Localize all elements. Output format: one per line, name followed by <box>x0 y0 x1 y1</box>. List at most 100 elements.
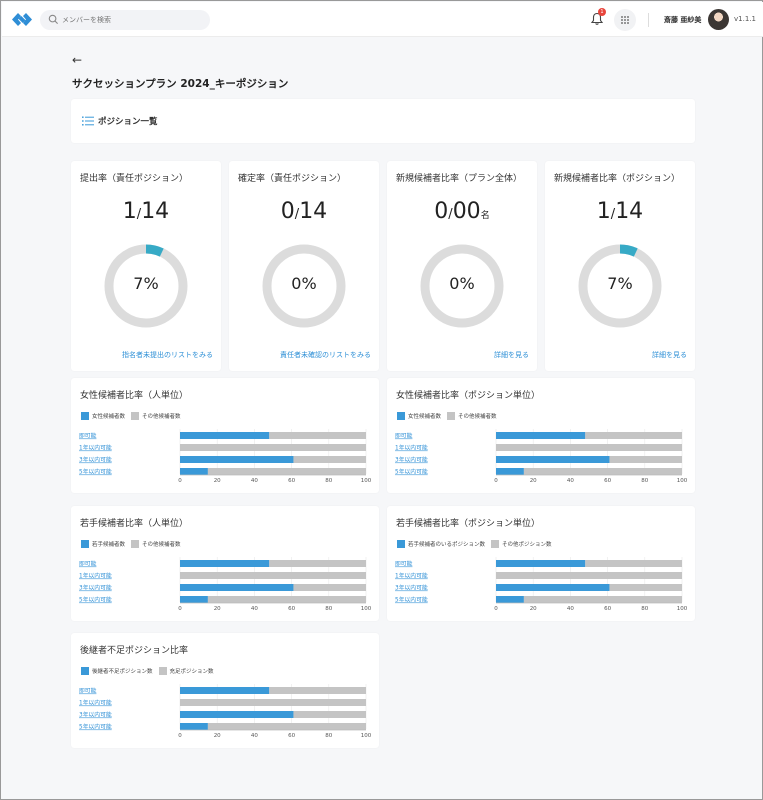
bar-other[interactable] <box>180 572 366 579</box>
bar-other[interactable] <box>523 468 682 475</box>
bar-primary[interactable] <box>180 432 270 439</box>
member-search-bar[interactable] <box>40 10 210 30</box>
legend-item: その他候補者数 <box>447 412 497 420</box>
category-label[interactable]: 3年以内可能 <box>79 711 112 719</box>
category-label[interactable]: 5年以内可能 <box>79 596 112 604</box>
stat-denominator: 14 <box>615 199 644 224</box>
bar-primary[interactable] <box>180 711 294 718</box>
bar-other[interactable] <box>293 456 366 463</box>
category-label[interactable]: 即可能 <box>79 432 97 440</box>
x-tick-label: 0 <box>178 606 182 612</box>
x-tick-label: 60 <box>288 478 295 484</box>
bar-primary[interactable] <box>180 596 208 603</box>
bar-primary[interactable] <box>180 560 270 567</box>
position-list-card[interactable]: ポジション一覧 <box>71 99 695 143</box>
bar-other[interactable] <box>269 432 366 439</box>
header-divider <box>648 13 649 27</box>
bar-other[interactable] <box>269 560 366 567</box>
category-label[interactable]: 即可能 <box>79 560 97 568</box>
stat-percent: 7% <box>607 274 633 293</box>
bar-primary[interactable] <box>496 456 610 463</box>
bar-primary[interactable] <box>180 456 294 463</box>
category-label[interactable]: 1年以内可能 <box>395 444 428 452</box>
progress-arc <box>578 244 662 328</box>
bar-other[interactable] <box>293 584 366 591</box>
bar-primary[interactable] <box>180 584 294 591</box>
bar-other[interactable] <box>496 444 682 451</box>
legend-swatch <box>131 412 140 420</box>
bar-other[interactable] <box>269 687 366 694</box>
stat-detail-link[interactable]: 詳細を見る <box>652 351 687 359</box>
bar-other[interactable] <box>609 456 682 463</box>
page-title: サクセッションプラン 2024_キーポジション <box>72 78 289 90</box>
stat-title: 提出率（責任ポジション） <box>80 174 189 184</box>
user-name[interactable]: 斎藤 亜紗美 <box>664 16 702 24</box>
progress-donut <box>420 244 504 328</box>
bar-other[interactable] <box>585 560 682 567</box>
chart-legend: 女性候補者数 その他候補者数 <box>397 412 503 420</box>
back-arrow-icon[interactable]: ← <box>72 53 83 67</box>
x-tick-label: 80 <box>325 478 332 484</box>
grid-icon <box>621 16 629 24</box>
progress-donut <box>104 244 188 328</box>
category-label[interactable]: 3年以内可能 <box>395 584 428 592</box>
avatar[interactable] <box>708 9 729 30</box>
stat-detail-link[interactable]: 責任者未確認のリストをみる <box>280 351 371 359</box>
apps-menu-button[interactable] <box>614 9 636 31</box>
stat-denominator: 14 <box>141 199 170 224</box>
category-label[interactable]: 1年以内可能 <box>79 444 112 452</box>
category-label[interactable]: 即可能 <box>395 560 413 568</box>
category-label[interactable]: 1年以内可能 <box>79 572 112 580</box>
bar-primary[interactable] <box>180 723 208 730</box>
category-label[interactable]: 即可能 <box>395 432 413 440</box>
legend-label: 若手候補者数 <box>92 542 126 548</box>
category-label[interactable]: 5年以内可能 <box>395 596 428 604</box>
legend-swatch <box>81 540 89 548</box>
bar-other[interactable] <box>207 723 366 730</box>
category-label[interactable]: 即可能 <box>79 687 97 695</box>
progress-donut <box>578 244 662 328</box>
bar-primary[interactable] <box>496 560 586 567</box>
stat-denominator: 00 <box>452 199 481 224</box>
x-tick-label: 20 <box>530 606 537 612</box>
stat-card: 新規候補者比率（プラン全体） 0/00名 0% 詳細を見る <box>387 161 537 371</box>
bar-primary[interactable] <box>180 687 270 694</box>
bar-other[interactable] <box>180 699 366 706</box>
bar-other[interactable] <box>207 596 366 603</box>
bar-other[interactable] <box>496 572 682 579</box>
bar-primary[interactable] <box>180 468 208 475</box>
stat-card: 新規候補者比率（ポジション） 1/14 7% 詳細を見る <box>545 161 695 371</box>
x-tick-label: 20 <box>530 478 537 484</box>
category-label[interactable]: 3年以内可能 <box>395 456 428 464</box>
stat-unit: 名 <box>480 211 490 221</box>
stat-percent: 0% <box>291 274 317 293</box>
category-label[interactable]: 5年以内可能 <box>395 468 428 476</box>
bar-other[interactable] <box>180 444 366 451</box>
bar-primary[interactable] <box>496 584 610 591</box>
x-tick-label: 100 <box>677 478 688 484</box>
stat-fraction: 0/14 <box>229 199 379 224</box>
bar-primary[interactable] <box>496 468 524 475</box>
stat-numerator: 1 <box>122 199 137 224</box>
member-search-input[interactable] <box>62 10 202 30</box>
category-label[interactable]: 3年以内可能 <box>79 456 112 464</box>
category-label[interactable]: 5年以内可能 <box>79 468 112 476</box>
category-label[interactable]: 1年以内可能 <box>395 572 428 580</box>
category-label[interactable]: 5年以内可能 <box>79 723 112 731</box>
bar-other[interactable] <box>523 596 682 603</box>
category-label[interactable]: 3年以内可能 <box>79 584 112 592</box>
stat-detail-link[interactable]: 指名者未提出のリストをみる <box>122 351 213 359</box>
bar-other[interactable] <box>207 468 366 475</box>
bar-other[interactable] <box>293 711 366 718</box>
bar-other[interactable] <box>609 584 682 591</box>
bar-primary[interactable] <box>496 432 586 439</box>
bar-primary[interactable] <box>496 596 524 603</box>
bar-other[interactable] <box>585 432 682 439</box>
stat-detail-link[interactable]: 詳細を見る <box>494 351 529 359</box>
chart-title: 若手候補者比率（人単位） <box>80 519 189 529</box>
x-tick-label: 40 <box>567 606 574 612</box>
notification-badge: 1 <box>598 8 606 16</box>
position-list-label[interactable]: ポジション一覧 <box>98 117 158 127</box>
app-logo-icon[interactable] <box>11 11 33 28</box>
category-label[interactable]: 1年以内可能 <box>79 699 112 707</box>
